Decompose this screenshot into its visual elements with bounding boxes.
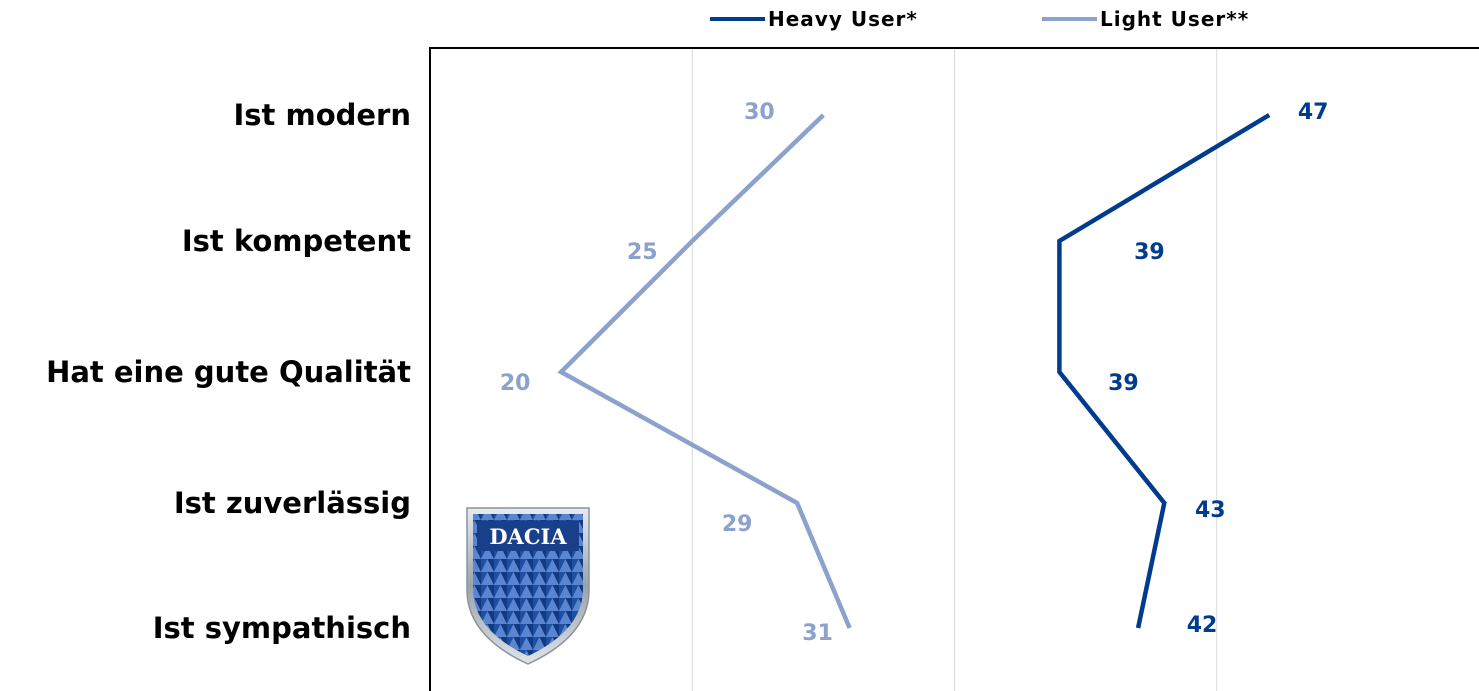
category-label: Hat eine gute Qualität xyxy=(46,355,411,389)
data-label: 20 xyxy=(500,371,531,396)
legend-label: Heavy User* xyxy=(768,7,918,31)
data-label: 42 xyxy=(1187,613,1218,638)
category-labels: Ist modern Ist kompetent Hat eine gute Qua… xyxy=(46,98,411,645)
data-label: 29 xyxy=(722,512,753,537)
category-label: Ist modern xyxy=(233,98,411,132)
data-label: 47 xyxy=(1298,100,1329,125)
data-label: 43 xyxy=(1195,498,1226,523)
category-label: Ist zuverlässig xyxy=(174,486,411,520)
data-label: 30 xyxy=(744,100,775,125)
category-label: Ist sympathisch xyxy=(153,611,411,645)
data-label: 31 xyxy=(802,621,833,646)
legend-item: Light User** xyxy=(1042,7,1249,31)
data-label: 25 xyxy=(627,240,658,265)
category-label: Ist kompetent xyxy=(182,224,411,258)
data-label: 39 xyxy=(1134,240,1165,265)
data-labels: 47 39 39 43 42 30 25 20 29 31 xyxy=(500,100,1329,646)
legend-item: Heavy User* xyxy=(710,7,918,31)
logo-text: DACIA xyxy=(489,524,567,549)
series-lines xyxy=(557,113,1271,629)
dacia-logo: DACIA xyxy=(466,507,590,665)
series-line xyxy=(557,113,852,629)
legend: Heavy User* Light User** xyxy=(710,7,1249,31)
plot-frame xyxy=(429,47,1479,691)
gridlines xyxy=(691,48,1218,691)
data-label: 39 xyxy=(1108,371,1139,396)
legend-label: Light User** xyxy=(1100,7,1249,31)
series-line xyxy=(1057,113,1271,629)
